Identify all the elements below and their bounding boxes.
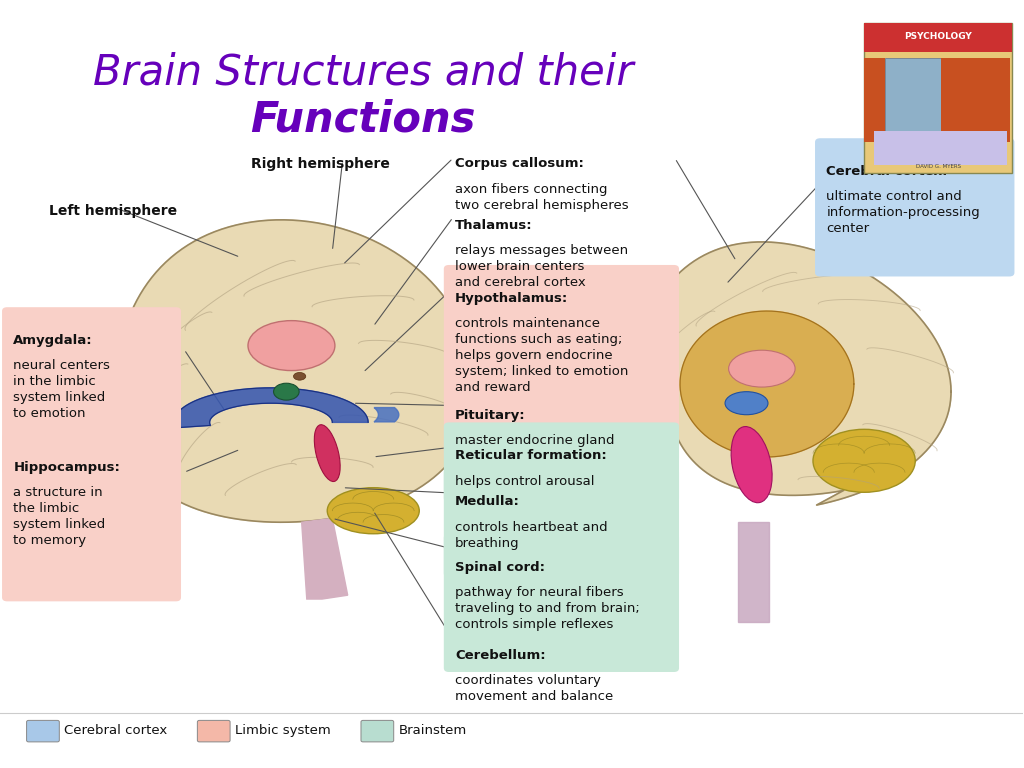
Text: Thalamus:: Thalamus: — [455, 219, 532, 232]
Text: neural centers
in the limbic
system linked
to emotion: neural centers in the limbic system link… — [13, 359, 111, 420]
Text: Hippocampus:: Hippocampus: — [13, 461, 120, 474]
Text: Brain Structures and their: Brain Structures and their — [93, 52, 633, 94]
Text: helps control arousal: helps control arousal — [455, 475, 595, 488]
Ellipse shape — [273, 383, 299, 400]
Text: ultimate control and
information-processing
center: ultimate control and information-process… — [826, 190, 980, 236]
FancyBboxPatch shape — [885, 58, 941, 142]
Text: axon fibers connecting
two cerebral hemispheres: axon fibers connecting two cerebral hemi… — [455, 183, 629, 212]
Ellipse shape — [725, 392, 768, 415]
FancyBboxPatch shape — [27, 720, 59, 742]
Text: PSYCHOLOGY: PSYCHOLOGY — [904, 32, 972, 41]
Text: Limbic system: Limbic system — [236, 724, 331, 737]
FancyBboxPatch shape — [443, 265, 679, 462]
Ellipse shape — [729, 350, 795, 387]
FancyBboxPatch shape — [2, 307, 181, 475]
Polygon shape — [738, 522, 769, 622]
Text: Amygdala:: Amygdala: — [13, 334, 93, 347]
Text: a structure in
the limbic
system linked
to memory: a structure in the limbic system linked … — [13, 486, 105, 547]
Ellipse shape — [813, 429, 915, 492]
FancyBboxPatch shape — [198, 720, 230, 742]
Text: Pituitary:: Pituitary: — [455, 409, 525, 422]
Polygon shape — [374, 408, 398, 422]
Text: master endocrine gland: master endocrine gland — [455, 434, 614, 447]
FancyBboxPatch shape — [361, 720, 393, 742]
Text: Cerebral cortex:: Cerebral cortex: — [826, 165, 948, 178]
FancyBboxPatch shape — [874, 131, 1008, 165]
Text: Cerebral cortex: Cerebral cortex — [65, 724, 168, 737]
FancyBboxPatch shape — [864, 23, 1013, 173]
Ellipse shape — [328, 488, 419, 534]
FancyBboxPatch shape — [864, 58, 885, 142]
Text: Right hemisphere: Right hemisphere — [251, 157, 389, 171]
FancyBboxPatch shape — [443, 534, 679, 672]
Ellipse shape — [294, 372, 306, 380]
Polygon shape — [174, 388, 369, 428]
Text: Spinal cord:: Spinal cord: — [455, 561, 545, 574]
FancyBboxPatch shape — [864, 23, 1013, 52]
Text: controls maintenance
functions such as eating;
helps govern endocrine
system; li: controls maintenance functions such as e… — [455, 317, 629, 394]
FancyBboxPatch shape — [443, 468, 679, 578]
Text: Hypothalamus:: Hypothalamus: — [455, 292, 568, 305]
Text: Brainstem: Brainstem — [398, 724, 467, 737]
Text: Medulla:: Medulla: — [455, 495, 520, 508]
FancyBboxPatch shape — [443, 422, 679, 502]
Text: relays messages between
lower brain centers
and cerebral cortex: relays messages between lower brain cent… — [455, 244, 628, 290]
FancyBboxPatch shape — [815, 138, 1015, 276]
Polygon shape — [680, 311, 854, 457]
Ellipse shape — [731, 426, 772, 503]
Polygon shape — [634, 242, 951, 505]
Text: pathway for neural fibers
traveling to and from brain;
controls simple reflexes: pathway for neural fibers traveling to a… — [455, 586, 640, 631]
FancyBboxPatch shape — [2, 434, 181, 601]
Text: Reticular formation:: Reticular formation: — [455, 449, 607, 462]
Polygon shape — [116, 220, 476, 522]
Text: Corpus callosum:: Corpus callosum: — [455, 157, 584, 170]
Text: DAVID G. MYERS: DAVID G. MYERS — [915, 164, 961, 169]
Polygon shape — [302, 518, 348, 599]
FancyBboxPatch shape — [941, 58, 1011, 142]
Text: controls heartbeat and
breathing: controls heartbeat and breathing — [455, 521, 607, 550]
Text: Left hemisphere: Left hemisphere — [49, 204, 177, 217]
Ellipse shape — [248, 321, 335, 370]
Ellipse shape — [314, 425, 340, 482]
Text: Cerebellum:: Cerebellum: — [455, 649, 546, 662]
Text: coordinates voluntary
movement and balance: coordinates voluntary movement and balan… — [455, 674, 613, 703]
Text: Functions: Functions — [250, 98, 476, 140]
